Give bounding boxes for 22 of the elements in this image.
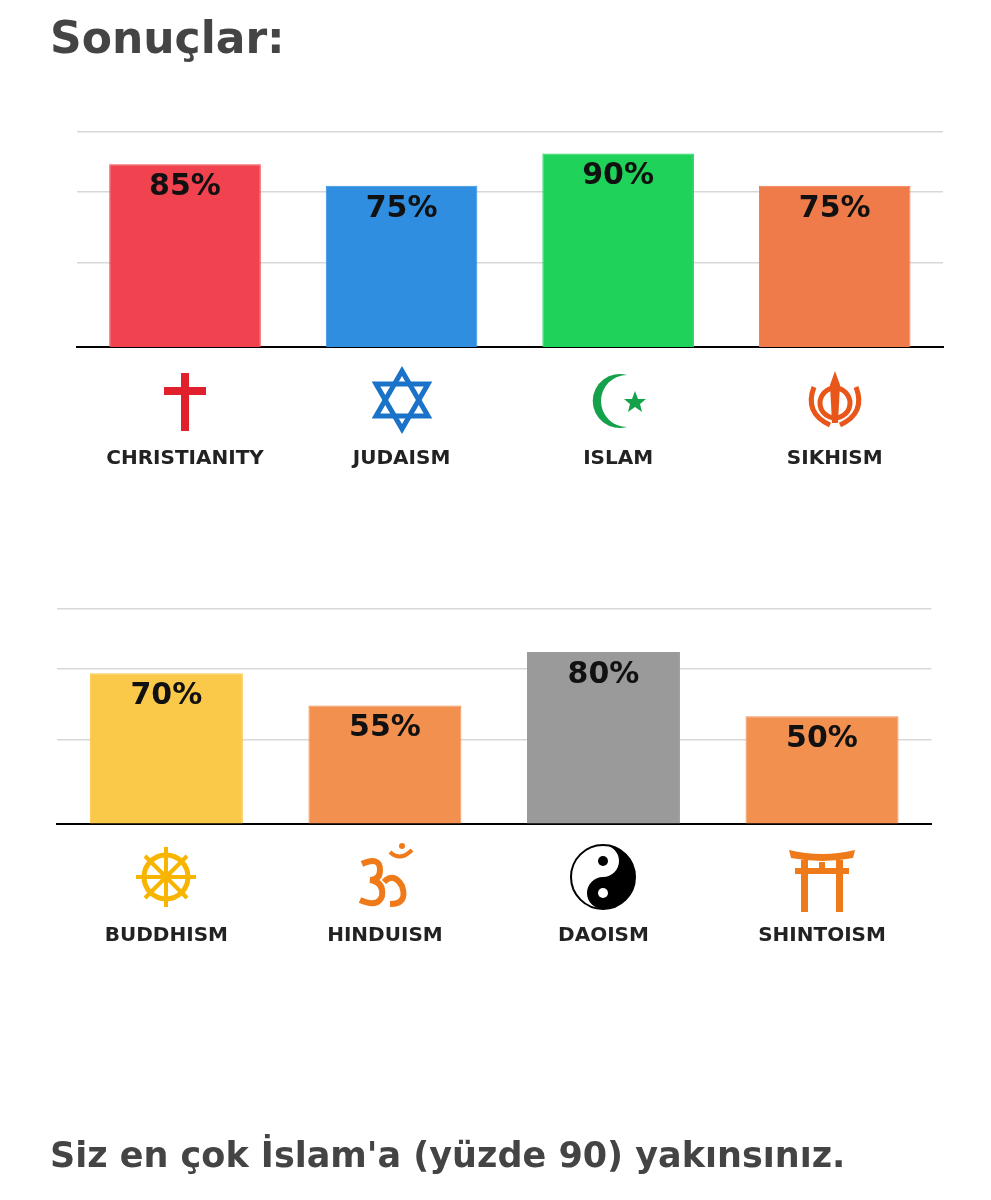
x-tick-label: DAOISM [558, 921, 649, 946]
bar [308, 705, 462, 824]
data-label: 55% [349, 708, 421, 744]
data-label: 90% [582, 156, 655, 192]
bar [745, 716, 899, 824]
data-label: 75% [798, 188, 871, 224]
bar [89, 673, 243, 824]
x-tick-label: HINDUISM [327, 921, 443, 946]
data-label: 50% [786, 719, 858, 755]
chart-title: Sonuçlar: [50, 12, 285, 63]
data-label: 75% [365, 188, 438, 224]
x-tick-label: JUDAISM [350, 445, 451, 470]
data-label: 85% [149, 167, 221, 203]
x-tick-label: ISLAM [583, 445, 654, 470]
data-label: 70% [130, 676, 203, 712]
x-tick-label: BUDDHISM [104, 921, 228, 946]
x-tick-label: SHINTOISM [758, 921, 886, 946]
data-label: 80% [567, 654, 640, 690]
bar [526, 651, 680, 824]
x-tick-label: SIKHISM [786, 445, 883, 470]
text: Siz en çok İslam'a (yüzde 90) yakınsınız. [50, 1135, 846, 1175]
x-tick-label: CHRISTIANITY [106, 445, 265, 470]
